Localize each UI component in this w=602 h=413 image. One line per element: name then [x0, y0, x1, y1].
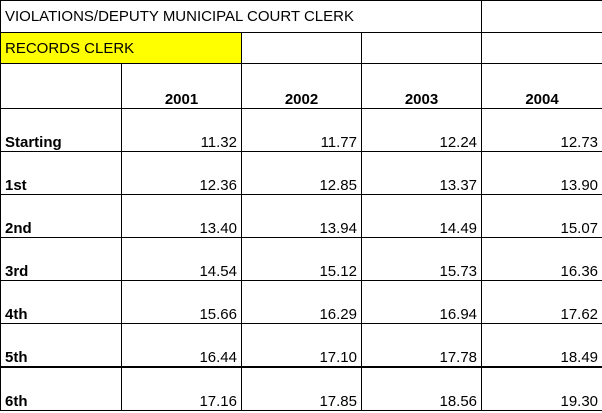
- step-label[interactable]: 1st: [0, 151, 122, 195]
- step-label[interactable]: Starting: [0, 108, 122, 152]
- rate-cell[interactable]: 17.10: [241, 323, 362, 367]
- rate-cell[interactable]: 12.73: [481, 108, 602, 152]
- step-label[interactable]: 3rd: [0, 237, 122, 281]
- rate-cell[interactable]: 17.62: [481, 280, 602, 324]
- rate-cell[interactable]: 13.90: [481, 151, 602, 195]
- rate-cell[interactable]: 13.37: [360, 151, 483, 195]
- year-header-2002[interactable]: 2002: [241, 63, 362, 109]
- empty-cell[interactable]: [241, 32, 362, 64]
- rate-cell[interactable]: 11.32: [121, 108, 242, 152]
- step-label[interactable]: 2nd: [0, 194, 122, 238]
- corner-cell[interactable]: [0, 63, 122, 109]
- empty-cell[interactable]: [481, 32, 602, 64]
- rate-cell[interactable]: 13.40: [121, 194, 242, 238]
- rate-cell[interactable]: 16.94: [360, 280, 483, 324]
- table-row: 2nd 13.40 13.94 14.49 15.07: [0, 194, 602, 238]
- empty-cell[interactable]: [481, 0, 602, 33]
- year-header-row: 2001 2002 2003 2004: [0, 63, 602, 109]
- rate-cell[interactable]: 17.16: [121, 365, 242, 411]
- table-row: 4th 15.66 16.29 16.94 17.62: [0, 280, 602, 324]
- rate-cell[interactable]: 15.73: [360, 237, 483, 281]
- title-row: VIOLATIONS/DEPUTY MUNICIPAL COURT CLERK: [0, 0, 602, 33]
- subtitle-row: RECORDS CLERK: [0, 32, 602, 64]
- table-row: 1st 12.36 12.85 13.37 13.90: [0, 151, 602, 195]
- year-header-2004[interactable]: 2004: [481, 63, 602, 109]
- sheet-title[interactable]: VIOLATIONS/DEPUTY MUNICIPAL COURT CLERK: [0, 0, 483, 33]
- rate-cell[interactable]: 14.54: [121, 237, 242, 281]
- rate-cell[interactable]: 19.30: [481, 365, 602, 411]
- rate-cell[interactable]: 18.56: [360, 365, 483, 411]
- table-row: Starting 11.32 11.77 12.24 12.73: [0, 108, 602, 152]
- rate-cell[interactable]: 16.44: [121, 323, 242, 367]
- rate-cell[interactable]: 17.78: [360, 323, 483, 367]
- rate-cell[interactable]: 15.12: [241, 237, 362, 281]
- rate-cell[interactable]: 12.85: [241, 151, 362, 195]
- year-header-2001[interactable]: 2001: [121, 63, 242, 109]
- rate-cell[interactable]: 11.77: [241, 108, 362, 152]
- sheet-subtitle[interactable]: RECORDS CLERK: [0, 32, 242, 64]
- empty-cell[interactable]: [360, 32, 483, 64]
- rate-cell[interactable]: 16.29: [241, 280, 362, 324]
- step-label[interactable]: 5th: [0, 323, 122, 367]
- rate-cell[interactable]: 13.94: [241, 194, 362, 238]
- rate-cell[interactable]: 14.49: [360, 194, 483, 238]
- rate-cell[interactable]: 16.36: [481, 237, 602, 281]
- rate-cell[interactable]: 18.49: [481, 323, 602, 367]
- year-header-2003[interactable]: 2003: [360, 63, 483, 109]
- rate-cell[interactable]: 15.07: [481, 194, 602, 238]
- rate-cell[interactable]: 15.66: [121, 280, 242, 324]
- table-row: 3rd 14.54 15.12 15.73 16.36: [0, 237, 602, 281]
- rate-cell[interactable]: 12.24: [360, 108, 483, 152]
- table-row: 5th 16.44 17.10 17.78 18.49: [0, 323, 602, 367]
- step-label[interactable]: 6th: [0, 365, 122, 411]
- rate-cell[interactable]: 12.36: [121, 151, 242, 195]
- table-row: 6th 17.16 17.85 18.56 19.30: [0, 365, 602, 411]
- rate-cell[interactable]: 17.85: [241, 365, 362, 411]
- step-label[interactable]: 4th: [0, 280, 122, 324]
